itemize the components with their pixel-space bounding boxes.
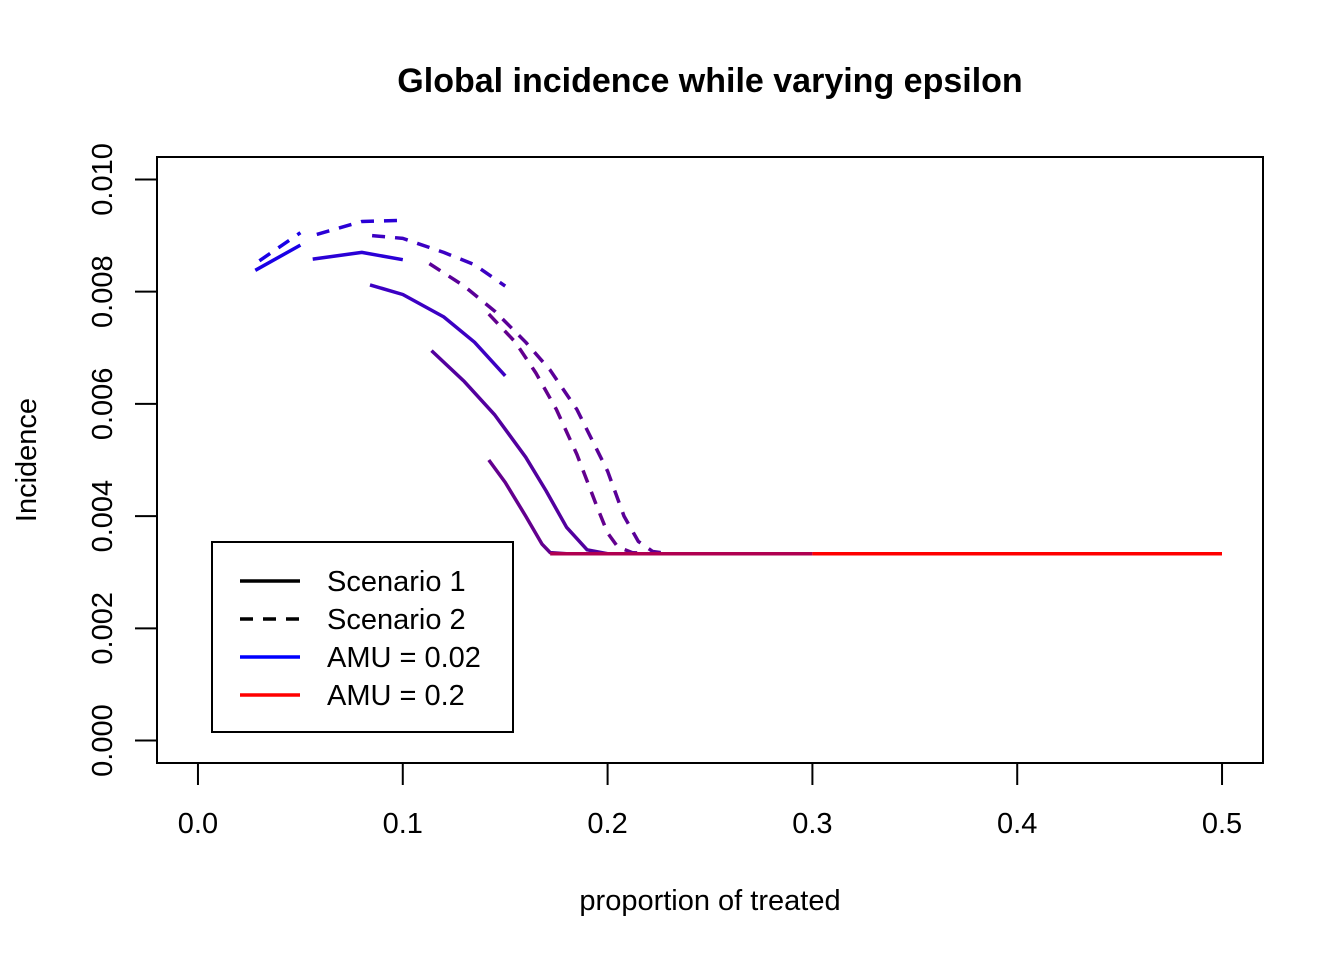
series-line-2 [258,231,302,263]
y-tick-label: 0.004 [87,480,119,553]
series-line-5 [369,283,507,377]
series-line-1 [254,243,302,272]
legend: Scenario 1 Scenario 2 AMU = 0.02 AMU = 0.2 [211,541,514,733]
series-line-8 [428,262,670,556]
y-axis: 0.000 0.002 0.004 0.006 0.008 0.010 [87,143,158,777]
legend-label-2: Scenario 2 [327,604,466,636]
x-tick-label: 0.1 [383,808,423,840]
legend-label-1: Scenario 1 [327,566,466,598]
y-tick-label: 0.000 [87,704,119,777]
series-line-4 [316,218,403,237]
series-layer [254,218,1222,556]
y-tick-label: 0.002 [87,592,119,665]
y-tick-label: 0.010 [87,143,119,216]
y-axis-label: Incidence [11,398,43,522]
y-tick-label: 0.006 [87,368,119,441]
x-axis-label: proportion of treated [579,885,840,917]
x-tick-label: 0.4 [997,808,1037,840]
x-axis: 0.0 0.1 0.2 0.3 0.4 0.5 [178,762,1242,840]
x-tick-label: 0.2 [587,808,627,840]
legend-label-4: AMU = 0.2 [327,680,465,712]
x-tick-label: 0.0 [178,808,218,840]
y-tick-label: 0.008 [87,255,119,328]
series-line-10 [487,312,649,556]
series-line-7 [430,349,618,556]
x-tick-label: 0.5 [1202,808,1242,840]
series-line-6 [371,233,507,288]
series-line-3 [312,250,404,262]
x-tick-label: 0.3 [792,808,832,840]
legend-box [211,541,514,733]
legend-label-3: AMU = 0.02 [327,642,481,674]
chart-title: Global incidence while varying epsilon [397,62,1022,100]
